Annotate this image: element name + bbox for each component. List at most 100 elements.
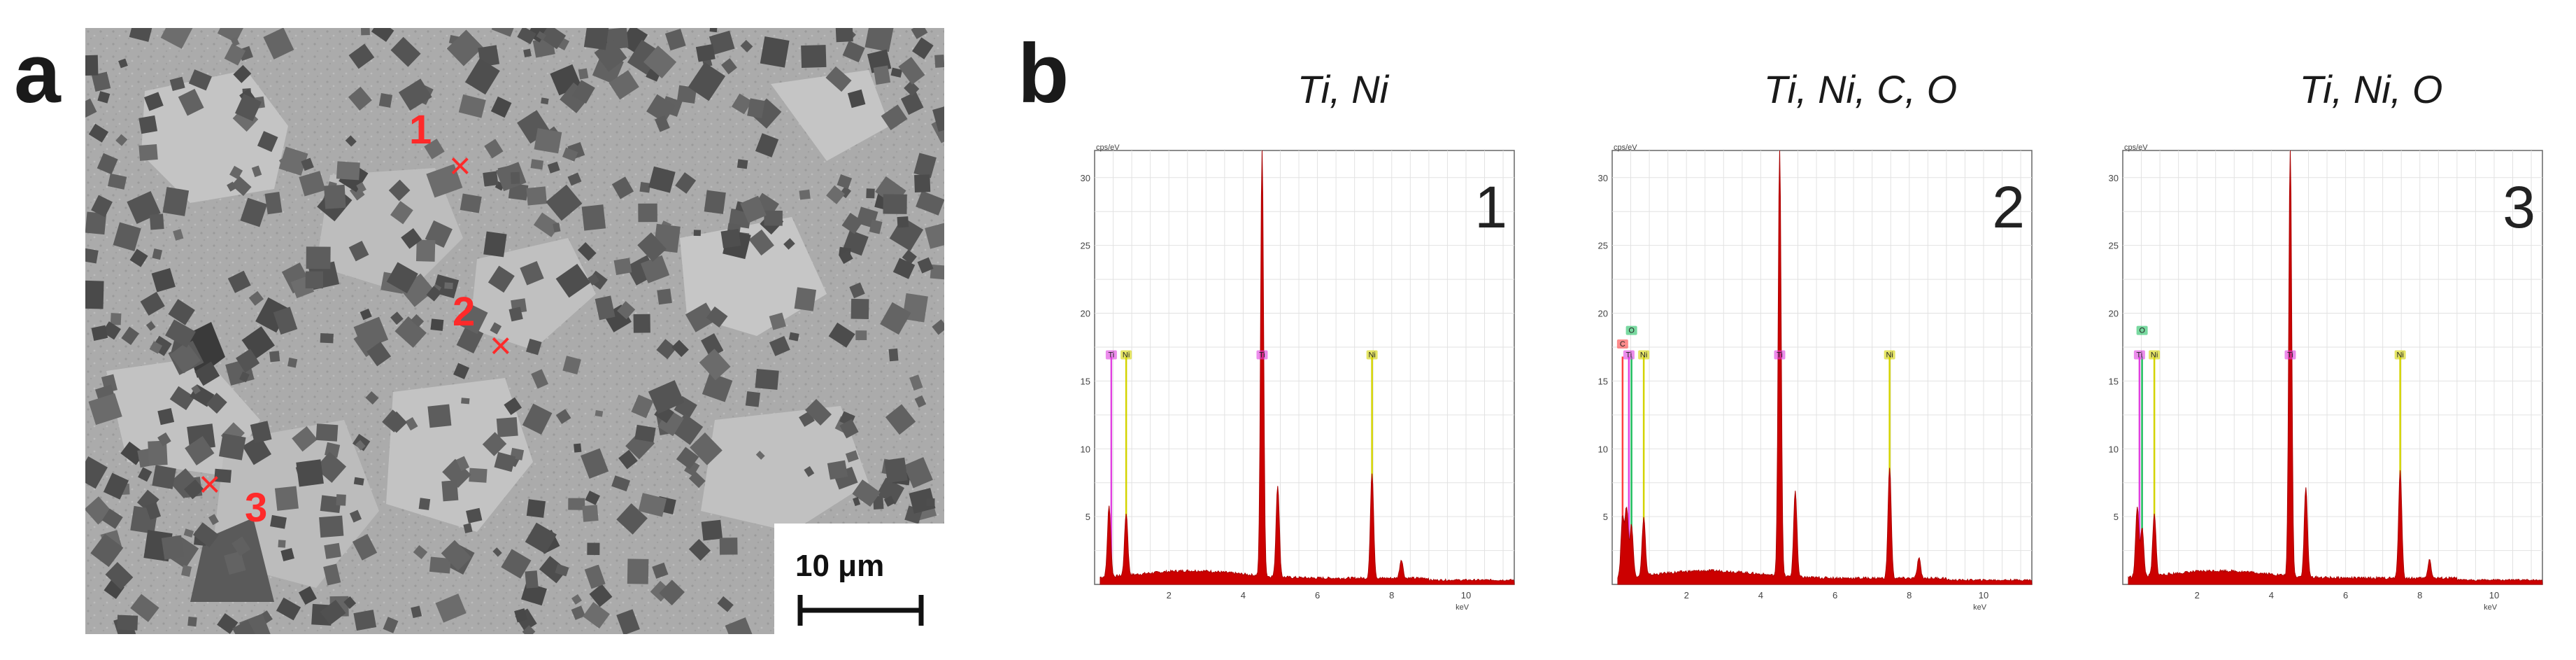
sem-particle <box>866 188 875 199</box>
sem-particle <box>588 273 600 286</box>
sem-particle <box>292 426 318 452</box>
sem-point-3: × 3 <box>199 463 267 531</box>
scale-bar-label: 10 μm <box>795 549 884 583</box>
sem-particle <box>390 36 421 67</box>
y-tick-label: 25 <box>1598 241 1608 251</box>
sem-particle <box>491 28 516 37</box>
sem-particle <box>85 98 97 120</box>
sem-particle <box>149 341 163 354</box>
spectrum-number: 2 <box>1992 174 2025 240</box>
element-tag-ti: Ti <box>2284 350 2296 360</box>
sem-particle <box>296 459 324 487</box>
sem-particle <box>675 172 697 194</box>
sem-particle <box>102 321 121 340</box>
sem-particle <box>873 65 891 85</box>
sem-particle <box>129 28 152 42</box>
sem-particle <box>424 139 445 160</box>
sem-particle <box>173 229 184 241</box>
sem-particle <box>932 104 944 132</box>
sem-particle <box>188 69 212 91</box>
sem-particle <box>108 173 127 190</box>
y-tick-label: 10 <box>1598 444 1608 454</box>
svg-text:O: O <box>1628 327 1635 335</box>
spectrum-number: 3 <box>2503 174 2535 240</box>
sem-particle <box>224 551 246 575</box>
sem-particle <box>88 393 122 426</box>
sem-particle <box>401 228 422 249</box>
sem-particle <box>650 580 671 602</box>
sem-particle <box>120 441 145 465</box>
svg-text:Ti: Ti <box>1109 351 1115 360</box>
sem-particle <box>194 361 220 386</box>
sem-particle <box>138 143 158 161</box>
y-tick-label: 10 <box>2109 444 2119 454</box>
sem-particle <box>640 255 670 283</box>
sem-particle <box>912 37 934 59</box>
sem-particle <box>105 561 134 590</box>
sem-particle <box>892 258 916 279</box>
sem-particle <box>490 322 502 335</box>
element-tag-ni: Ni <box>1884 350 1895 360</box>
sem-particle <box>616 609 640 634</box>
sem-particle <box>348 43 375 69</box>
sem-particle <box>169 342 201 374</box>
sem-particle <box>609 70 639 100</box>
plot-area <box>2122 150 2543 585</box>
sem-particle <box>298 586 318 605</box>
sem-particle <box>855 330 867 341</box>
sem-particle <box>676 85 697 104</box>
sem-particle <box>360 28 370 36</box>
sem-particle <box>898 57 925 85</box>
sem-particle <box>611 475 631 492</box>
y-tick-label: 5 <box>1603 512 1608 522</box>
sem-particle <box>688 539 711 561</box>
sem-particle <box>217 28 244 43</box>
sem-particle <box>934 55 944 68</box>
sem-particle <box>224 43 246 66</box>
y-tick-label: 10 <box>1081 444 1090 454</box>
sem-particle <box>85 55 99 76</box>
sem-particle <box>634 424 656 442</box>
sem-particle <box>546 184 583 221</box>
panel-b-letter: b <box>1018 27 1069 120</box>
element-tag-ni: Ni <box>2149 350 2161 360</box>
sem-particle <box>113 222 141 251</box>
sem-particle <box>187 616 197 627</box>
sem-particle <box>483 231 507 258</box>
sem-point-2-marker: × <box>490 325 512 367</box>
sem-particle <box>851 298 869 320</box>
sem-particle <box>740 40 753 52</box>
element-tag-c: C <box>1616 339 1628 349</box>
sem-particle <box>839 419 859 439</box>
sem-particle <box>555 563 569 577</box>
svg-text:Ti: Ti <box>1777 351 1783 360</box>
svg-text:C: C <box>1620 340 1625 349</box>
sem-particle <box>466 507 483 524</box>
sem-particle <box>541 97 549 105</box>
sem-particle <box>709 28 718 33</box>
sem-particle <box>185 436 215 465</box>
sem-particle <box>805 399 832 426</box>
sem-particle <box>827 460 848 480</box>
sem-particle <box>183 479 204 500</box>
sem-particle <box>657 288 672 305</box>
sem-particle <box>160 28 194 49</box>
sem-particle <box>571 605 586 620</box>
sem-particle <box>522 625 536 634</box>
sem-particle <box>234 93 262 122</box>
sem-particle <box>584 564 606 589</box>
sem-particle <box>264 192 283 215</box>
sem-particle <box>826 185 846 204</box>
sem-particle <box>648 380 685 414</box>
sem-particle <box>152 465 176 490</box>
sem-particle <box>483 171 499 187</box>
x-tick-label: 4 <box>1241 590 1246 601</box>
sem-particle <box>233 64 252 83</box>
sem-particle <box>717 596 734 612</box>
sem-particle <box>884 457 908 484</box>
sem-particle <box>488 265 515 293</box>
sem-particle <box>484 139 504 159</box>
sem-particle <box>633 314 650 333</box>
sem-particle <box>320 495 341 514</box>
sem-particle <box>149 213 164 230</box>
